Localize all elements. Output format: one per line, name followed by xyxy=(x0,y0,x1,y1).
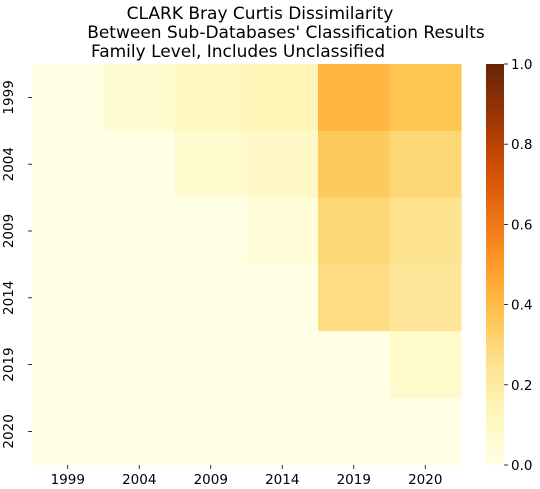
colorbar-tick-label-0.8: 0.8 xyxy=(511,137,532,153)
heatmap-cell-2004-2019 xyxy=(318,130,391,199)
heatmap-cell-2004-2014 xyxy=(246,130,319,199)
heatmap-cell-2004-2020 xyxy=(389,130,462,199)
colorbar-tick-label-1.0: 1.0 xyxy=(511,57,532,73)
heatmap-cell-2014-2009 xyxy=(175,264,248,332)
heatmap-cell-1999-2020 xyxy=(389,64,462,132)
heatmap-cell-2014-2020 xyxy=(389,264,462,332)
colorbar-gradient xyxy=(486,64,504,465)
x-tick-label-2004: 2004 xyxy=(122,472,156,488)
heatmap-cell-1999-2014 xyxy=(246,64,319,132)
title-line-1: CLARK Bray Curtis Dissimilarity xyxy=(127,4,394,24)
heatmap-cell-2009-2020 xyxy=(389,197,462,265)
x-tick-label-2009: 2009 xyxy=(194,472,228,488)
heatmap-cell-2004-1999 xyxy=(32,130,105,199)
colorbar-tick-label-0.4: 0.4 xyxy=(511,298,532,314)
y-tick-label-2004: 2004 xyxy=(1,147,17,181)
colorbar: 0.0 0.2 0.4 0.6 0.8 1.0 xyxy=(486,57,532,474)
chart-title: CLARK Bray Curtis Dissimilarity Between … xyxy=(87,4,485,62)
x-tick-label-2014: 2014 xyxy=(265,472,299,488)
heatmap-cell-2009-2019 xyxy=(318,197,391,265)
x-axis: 1999 2004 2009 2014 2019 2020 xyxy=(51,465,442,488)
heatmap-cell-2004-2009 xyxy=(175,130,248,199)
colorbar-tick-label-0.0: 0.0 xyxy=(511,458,532,474)
heatmap-cell-2004-2004 xyxy=(103,130,176,199)
heatmap-cell-2009-2009 xyxy=(175,197,248,265)
y-tick-label-2014: 2014 xyxy=(1,281,17,315)
heatmap-cell-2020-2019 xyxy=(318,398,391,466)
heatmap-cell-1999-2019 xyxy=(318,64,391,132)
heatmap-cell-2020-2020 xyxy=(389,398,462,466)
heatmap-cell-1999-2009 xyxy=(175,64,248,132)
colorbar-ticks: 0.0 0.2 0.4 0.6 0.8 1.0 xyxy=(504,57,532,474)
y-tick-label-2019: 2019 xyxy=(1,347,17,381)
heatmap-cell-2009-1999 xyxy=(32,197,105,265)
heatmap-cell-2014-2014 xyxy=(246,264,319,332)
x-tick-label-2019: 2019 xyxy=(337,472,371,488)
heatmap-cell-2019-2009 xyxy=(175,331,248,399)
x-tick-label-2020: 2020 xyxy=(408,472,442,488)
y-axis: 1999 2004 2009 2014 2019 2020 xyxy=(1,80,32,449)
heatmap-cell-2020-1999 xyxy=(32,398,105,466)
title-line-2: Between Sub-Databases' Classification Re… xyxy=(87,23,485,43)
heatmap-cell-2019-1999 xyxy=(32,331,105,399)
colorbar-tick-label-0.2: 0.2 xyxy=(511,378,532,394)
heatmap-cell-2009-2014 xyxy=(246,197,319,265)
y-tick-label-2009: 2009 xyxy=(1,214,17,248)
y-tick-label-1999: 1999 xyxy=(1,80,17,114)
heatmap-cell-2019-2004 xyxy=(103,331,176,399)
heatmap-cell-2019-2020 xyxy=(389,331,462,399)
heatmap-cell-2019-2019 xyxy=(318,331,391,399)
heatmap-cell-2014-2004 xyxy=(103,264,176,332)
y-tick-label-2020: 2020 xyxy=(1,414,17,448)
heatmap-cell-2009-2004 xyxy=(103,197,176,265)
title-line-3: Family Level, Includes Unclassified xyxy=(91,42,385,62)
heatmap-cell-2020-2014 xyxy=(246,398,319,466)
heatmap-cell-1999-1999 xyxy=(32,64,105,132)
heatmap-cell-2020-2009 xyxy=(175,398,248,466)
x-tick-label-1999: 1999 xyxy=(51,472,85,488)
heatmap-cell-1999-2004 xyxy=(103,64,176,132)
heatmap-cell-2019-2014 xyxy=(246,331,319,399)
heatmap-cells xyxy=(32,64,462,466)
heatmap-cell-2014-2019 xyxy=(318,264,391,332)
colorbar-tick-label-0.6: 0.6 xyxy=(511,217,532,233)
heatmap-cell-2014-1999 xyxy=(32,264,105,332)
heatmap-cell-2020-2004 xyxy=(103,398,176,466)
